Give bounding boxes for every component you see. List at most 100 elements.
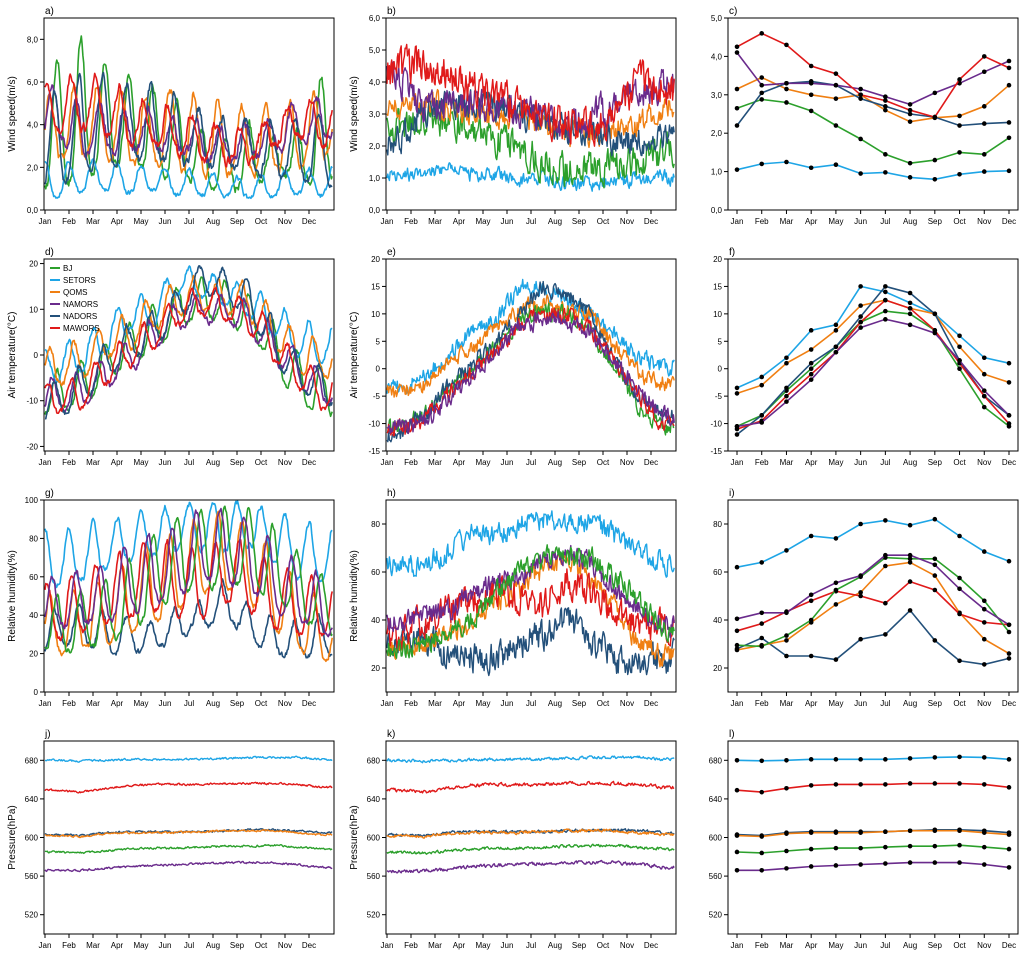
data-point: [1006, 785, 1012, 790]
x-tick-label: Sep: [572, 458, 587, 467]
data-point: [858, 573, 863, 578]
panel-h: h) Relative humidity(%) 20 40 60 80 Jan Feb Mar A…: [349, 488, 677, 708]
x-tick-label: Jan: [731, 458, 744, 467]
x-tick-label: Mar: [86, 217, 100, 226]
y-tick-label: 2,0: [27, 163, 39, 172]
data-point: [858, 845, 863, 851]
data-point: [759, 31, 765, 36]
data-point: [981, 54, 987, 59]
data-point: [734, 642, 740, 648]
x-tick-label: Jun: [501, 458, 514, 467]
data-point: [932, 828, 938, 834]
y-tick-label: 0: [376, 365, 381, 374]
data-point: [957, 366, 962, 372]
data-point: [1006, 413, 1012, 418]
series-line-mawors: [386, 568, 675, 650]
data-point: [759, 868, 765, 873]
plot-area: [386, 510, 675, 677]
x-tick-label: Jan: [381, 458, 394, 467]
x-tick-label: Jul: [184, 699, 194, 708]
x-tick-label: Jun: [854, 458, 867, 467]
x-tick-label: May: [133, 699, 148, 708]
series-line-bj: [736, 556, 1010, 648]
x-tick-label: Feb: [404, 217, 418, 226]
x-tick-label: Jan: [39, 217, 52, 226]
x-tick-label: Jul: [526, 217, 536, 226]
series-line-namors: [736, 52, 1010, 106]
y-tick-label: 600: [709, 834, 723, 843]
data-point: [759, 635, 765, 641]
x-tick-label: Nov: [620, 941, 634, 950]
series-line-setors: [44, 755, 333, 763]
x-tick-label: Aug: [548, 941, 562, 950]
x-tick-label: Oct: [255, 941, 268, 950]
data-point: [883, 782, 888, 787]
x-tick-label: Sep: [230, 941, 245, 950]
x-tick-label: Nov: [977, 217, 991, 226]
plot-area: [734, 31, 1012, 182]
data-point: [907, 579, 913, 584]
y-tick-label: 4,0: [27, 121, 39, 130]
data-point: [833, 757, 839, 762]
y-tick-label: 5: [718, 337, 723, 346]
data-point: [734, 50, 740, 55]
data-point: [883, 861, 888, 866]
data-point: [932, 843, 938, 849]
y-tick-label: 10: [371, 310, 380, 319]
x-tick-label: Dec: [302, 941, 316, 950]
y-tick-label: 5,0: [711, 14, 723, 23]
data-point: [883, 104, 888, 109]
y-tick-label: 0: [34, 351, 39, 360]
data-point: [734, 432, 740, 437]
x-tick-label: Sep: [572, 217, 587, 226]
data-point: [858, 86, 863, 92]
data-point: [808, 598, 814, 604]
data-point: [907, 556, 913, 562]
data-point: [957, 828, 962, 834]
data-point: [759, 644, 765, 649]
data-point: [808, 92, 814, 98]
x-tick-label: Oct: [255, 217, 268, 226]
y-tick-label: 40: [371, 616, 380, 625]
x-tick-label: May: [133, 458, 148, 467]
y-tick-label: 15: [371, 282, 380, 291]
y-tick-label: 80: [713, 520, 722, 529]
x-tick-label: Dec: [1002, 217, 1016, 226]
data-point: [981, 104, 987, 109]
x-tick-label: Mar: [86, 458, 100, 467]
data-point: [907, 111, 913, 117]
data-point: [907, 560, 913, 565]
data-point: [883, 552, 888, 558]
series-line-bj: [386, 843, 675, 855]
series-line-setors: [386, 755, 675, 764]
data-point: [907, 828, 913, 834]
data-point: [932, 781, 938, 786]
data-point: [957, 658, 962, 664]
x-tick-label: Nov: [620, 699, 634, 708]
data-point: [734, 86, 740, 92]
series-line-mawors: [736, 580, 1010, 632]
y-tick-label: 640: [25, 795, 39, 804]
x-tick-label: Jul: [880, 217, 890, 226]
y-tick-label: 680: [367, 756, 381, 765]
x-tick-label: Nov: [977, 458, 991, 467]
plot-area: [44, 35, 333, 200]
x-tick-label: Aug: [206, 941, 220, 950]
data-point: [734, 385, 740, 391]
data-point: [932, 157, 938, 163]
data-point: [981, 393, 987, 399]
data-point: [833, 657, 839, 662]
data-point: [808, 360, 814, 366]
data-point: [808, 371, 814, 377]
data-point: [858, 319, 863, 325]
y-tick-label: 60: [713, 568, 722, 577]
panel-j: j) Pressure(hPa) 520 560 600 640 680 Jan Feb Mar A…: [7, 729, 335, 950]
plot-frame: [43, 17, 335, 211]
series-line-namors: [44, 507, 333, 638]
panel-label: a): [45, 6, 54, 17]
panel-label: f): [729, 247, 735, 258]
x-tick-label: Jul: [526, 458, 536, 467]
x-tick-label: Feb: [755, 458, 769, 467]
x-tick-label: Jan: [731, 699, 744, 708]
data-point: [808, 63, 814, 69]
